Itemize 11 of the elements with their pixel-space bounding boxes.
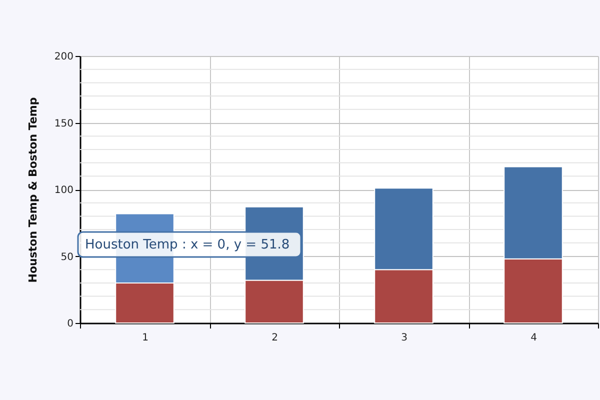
x-tick-label: 2 — [272, 332, 278, 344]
y-axis-title: Houston Temp & Boston Temp — [26, 97, 40, 283]
x-tick-label: 1 — [142, 332, 148, 344]
annotation: Houston Temp : x = 0, y = 51.8 — [85, 238, 290, 252]
x-tick-label: 4 — [530, 332, 537, 344]
y-tick-label: 50 — [60, 252, 74, 263]
x-tick-label: 3 — [401, 332, 408, 344]
y-tick-label: 0 — [67, 318, 74, 330]
y-tick-label: 100 — [54, 185, 74, 196]
y-tick-label: 200 — [54, 52, 74, 62]
y-tick-label: 150 — [54, 118, 74, 130]
